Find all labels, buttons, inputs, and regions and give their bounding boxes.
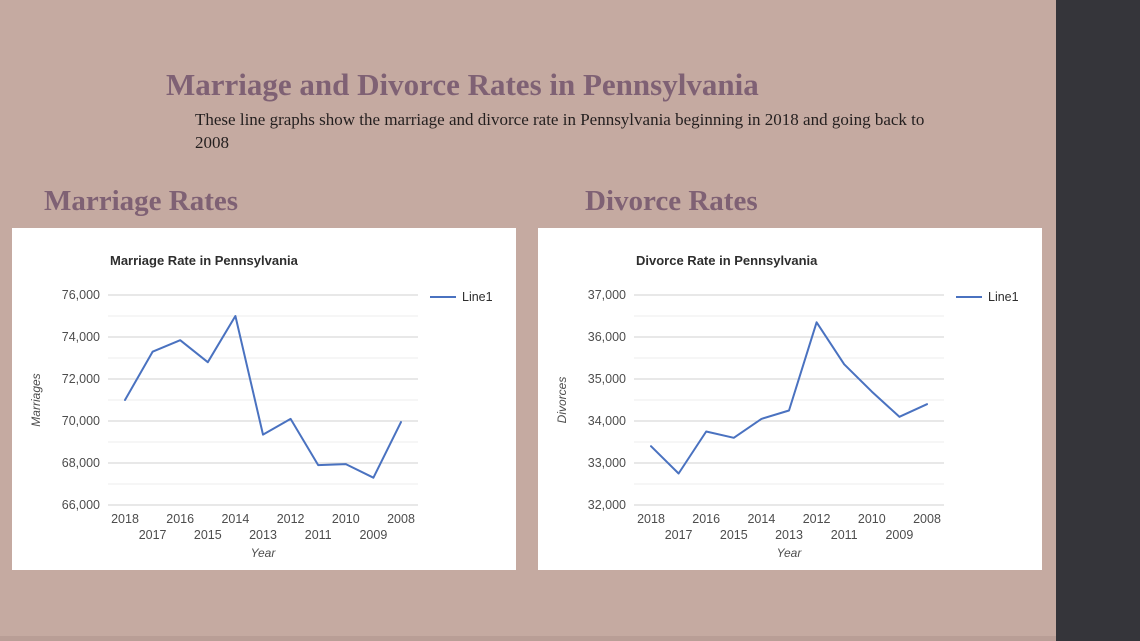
svg-text:2012: 2012 — [277, 512, 305, 526]
svg-text:36,000: 36,000 — [588, 330, 626, 344]
svg-text:70,000: 70,000 — [62, 414, 100, 428]
svg-text:68,000: 68,000 — [62, 456, 100, 470]
svg-text:2011: 2011 — [305, 528, 332, 542]
svg-text:2014: 2014 — [221, 512, 249, 526]
svg-text:66,000: 66,000 — [62, 498, 100, 512]
svg-text:2013: 2013 — [775, 528, 803, 542]
svg-text:74,000: 74,000 — [62, 330, 100, 344]
svg-text:2009: 2009 — [885, 528, 913, 542]
slide-subtitle: These line graphs show the marriage and … — [195, 110, 925, 152]
marriage-rate-chart: 66,000 68,000 70,000 72,000 74,000 76,000 2018… — [29, 253, 493, 560]
svg-text:Marriages: Marriages — [29, 373, 43, 426]
divorce-rates-heading: Divorce Rates — [585, 185, 758, 218]
slide-title: Marriage and Divorce Rates in Pennsylvan… — [166, 66, 759, 102]
svg-text:33,000: 33,000 — [588, 456, 626, 470]
svg-text:37,000: 37,000 — [588, 288, 626, 302]
svg-text:32,000: 32,000 — [588, 498, 626, 512]
svg-text:2010: 2010 — [332, 512, 360, 526]
svg-text:72,000: 72,000 — [62, 372, 100, 386]
svg-text:2011: 2011 — [831, 528, 858, 542]
svg-text:Divorces: Divorces — [555, 377, 569, 424]
slide-bottom-edge — [0, 636, 1056, 641]
svg-text:Line1: Line1 — [988, 290, 1019, 304]
svg-text:2016: 2016 — [692, 512, 720, 526]
svg-text:2010: 2010 — [858, 512, 886, 526]
svg-text:2015: 2015 — [194, 528, 222, 542]
marriage-rate-chart-panel: 66,000 68,000 70,000 72,000 74,000 76,000 2018… — [12, 228, 516, 570]
svg-text:2013: 2013 — [249, 528, 277, 542]
svg-text:35,000: 35,000 — [588, 372, 626, 386]
svg-text:2018: 2018 — [637, 512, 665, 526]
dark-side-panel — [1056, 0, 1140, 641]
marriage-rates-heading: Marriage Rates — [44, 185, 239, 218]
svg-text:2012: 2012 — [803, 512, 831, 526]
svg-text:34,000: 34,000 — [588, 414, 626, 428]
svg-text:2014: 2014 — [747, 512, 775, 526]
svg-text:76,000: 76,000 — [62, 288, 100, 302]
svg-text:Year: Year — [251, 546, 277, 560]
svg-text:2018: 2018 — [111, 512, 139, 526]
svg-text:2016: 2016 — [166, 512, 194, 526]
svg-text:2015: 2015 — [720, 528, 748, 542]
svg-text:2017: 2017 — [139, 528, 167, 542]
svg-text:Line1: Line1 — [462, 290, 493, 304]
svg-text:2009: 2009 — [359, 528, 387, 542]
divorce-rate-chart: 32,000 33,000 34,000 35,000 36,000 37,000 2018… — [555, 253, 1019, 560]
svg-text:Year: Year — [777, 546, 803, 560]
svg-text:Marriage Rate in Pennsylvania: Marriage Rate in Pennsylvania — [110, 253, 299, 268]
svg-text:2017: 2017 — [665, 528, 693, 542]
svg-text:Divorce Rate in Pennsylvania: Divorce Rate in Pennsylvania — [636, 253, 818, 268]
svg-text:2008: 2008 — [387, 512, 415, 526]
divorce-rate-chart-panel: 32,000 33,000 34,000 35,000 36,000 37,000 2018… — [538, 228, 1042, 570]
svg-text:2008: 2008 — [913, 512, 941, 526]
